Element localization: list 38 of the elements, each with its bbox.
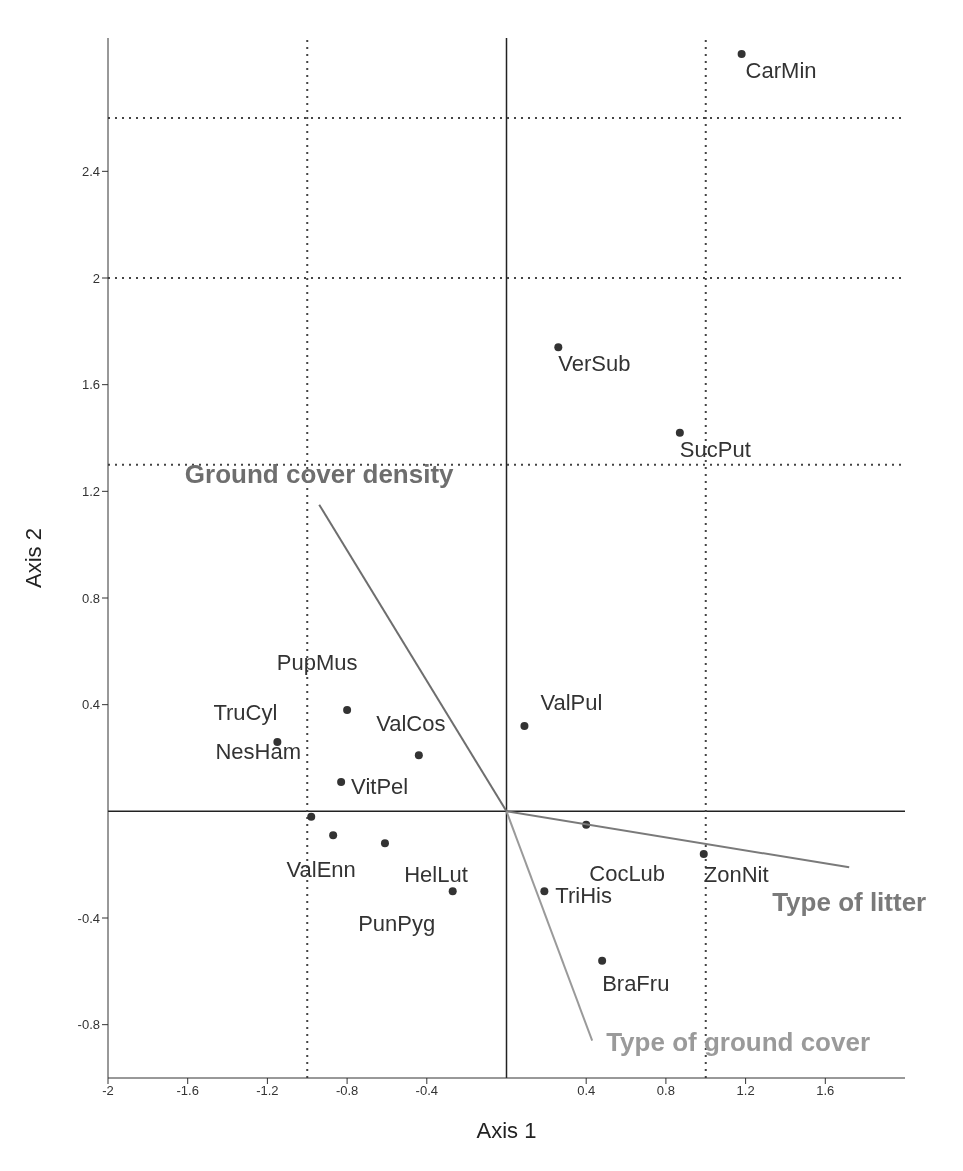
y-tick-label: -0.8 [77,1017,100,1033]
annotation: TriHis [555,883,612,909]
annotation: CocLub [589,860,666,886]
annotation: PunPyg [358,911,436,937]
annotation: NesHam [215,738,302,764]
series-label: Ground cover density [184,458,455,489]
annotation: TruCyl [213,700,278,725]
annotation: BraFru [602,970,670,996]
annotation: ValEnn [286,857,356,883]
y-axis-title: Axis 2 [20,528,46,588]
y-tick-label: 1.6 [81,377,100,393]
annotation: PupMus [276,650,358,675]
annotation: SucPut [679,436,751,462]
x-tick-label: -0.4 [415,1083,438,1099]
annotation: ValCos [376,711,446,737]
y-tick-label: 1.2 [81,483,100,499]
x-tick-label: 0.8 [656,1083,675,1099]
x-tick-label: -1.6 [176,1083,199,1099]
y-tick-label: -0.4 [77,910,100,926]
annotation: CarMin [745,58,817,83]
y-tick-label: 0.8 [81,590,100,606]
y-tick-label: 2 [92,270,100,286]
x-tick-label: 1.6 [816,1083,835,1099]
x-tick-label: 1.2 [736,1083,755,1099]
annotation: VitPel [351,774,409,799]
annotation: ValPul [540,690,603,715]
x-tick-label: 0.4 [577,1083,596,1099]
annotation: HelLut [404,862,468,888]
series-label: Type of litter [772,887,927,918]
y-tick-label: 0.4 [81,697,100,713]
series-label: Type of ground cover [606,1026,871,1057]
x-tick-label: -1.2 [256,1083,279,1099]
annotation: ZonNit [703,862,769,887]
x-tick-label: -0.8 [335,1083,359,1099]
x-tick-label: -2 [102,1083,114,1099]
y-tick-label: 2.4 [81,163,100,179]
x-axis-title: Axis 1 [476,1118,537,1143]
annotation: VerSub [558,351,631,377]
